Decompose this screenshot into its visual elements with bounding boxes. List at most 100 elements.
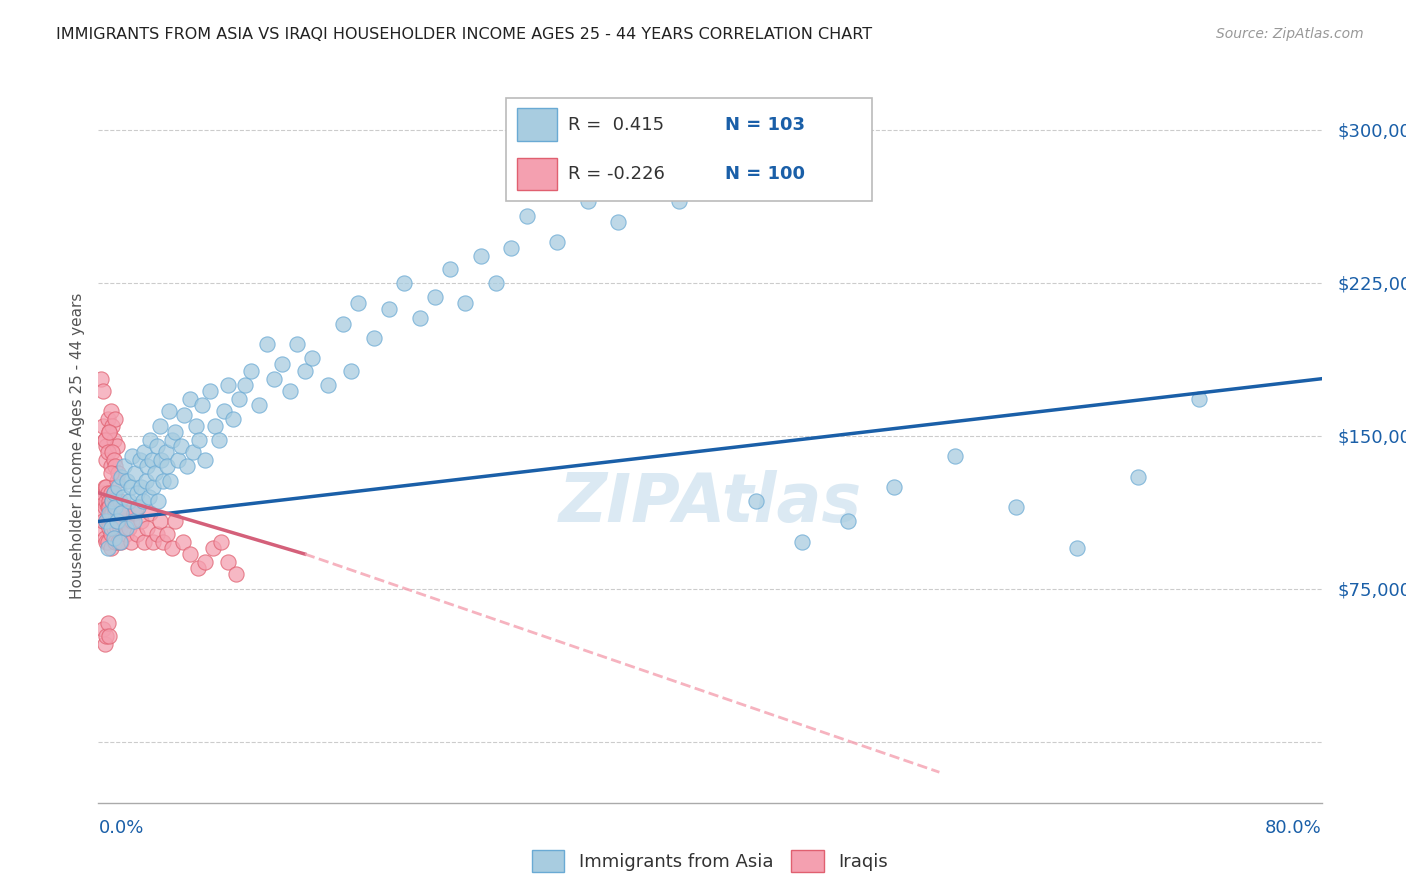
Point [191, 398, 214, 412]
Point [91, 623, 114, 637]
Point [607, 215, 630, 229]
Point [943, 449, 966, 463]
Point [470, 249, 492, 263]
Point [105, 500, 128, 515]
Point [135, 474, 157, 488]
Point [145, 526, 167, 541]
Point [179, 547, 201, 561]
Point [136, 459, 159, 474]
Point [97, 515, 120, 529]
Point [121, 515, 143, 529]
Point [122, 506, 145, 520]
Point [98, 500, 121, 515]
Point [90, 372, 112, 386]
Point [125, 486, 148, 500]
Point [90, 506, 112, 520]
Text: N = 103: N = 103 [725, 116, 806, 134]
Point [93, 531, 115, 545]
Point [121, 449, 143, 463]
Point [125, 526, 148, 541]
Point [172, 534, 194, 549]
Point [129, 480, 152, 494]
Point [156, 459, 179, 474]
Point [181, 445, 204, 459]
Point [100, 526, 122, 541]
Point [104, 515, 127, 529]
Point [103, 490, 125, 504]
Point [94, 515, 117, 529]
Point [108, 534, 131, 549]
Point [103, 453, 125, 467]
Point [134, 534, 156, 549]
Point [111, 500, 134, 515]
Point [107, 534, 129, 549]
Point [139, 433, 162, 447]
Point [194, 453, 217, 467]
Point [94, 534, 117, 549]
Point [163, 515, 186, 529]
Point [90, 520, 112, 534]
Point [145, 439, 167, 453]
Point [100, 541, 122, 555]
Point [1128, 469, 1150, 483]
Point [120, 534, 142, 549]
Point [101, 418, 124, 433]
Point [105, 515, 128, 529]
Point [117, 506, 139, 520]
Point [233, 377, 256, 392]
Point [103, 520, 125, 534]
Point [157, 404, 180, 418]
Point [790, 534, 813, 549]
Point [439, 261, 461, 276]
Point [104, 500, 127, 515]
Point [101, 494, 124, 508]
Point [122, 515, 145, 529]
Point [98, 520, 121, 534]
Point [188, 433, 211, 447]
Point [107, 466, 129, 480]
Point [637, 168, 661, 182]
Point [217, 377, 239, 392]
Point [104, 506, 127, 520]
Legend: Immigrants from Asia, Iraqis: Immigrants from Asia, Iraqis [524, 843, 896, 880]
Point [152, 534, 174, 549]
Point [202, 541, 225, 555]
Point [127, 500, 149, 515]
Point [883, 480, 905, 494]
Point [98, 629, 121, 643]
Point [101, 445, 124, 459]
Point [91, 418, 114, 433]
Point [97, 534, 120, 549]
Point [107, 480, 129, 494]
Point [256, 337, 278, 351]
Point [204, 418, 226, 433]
Point [110, 506, 132, 520]
Point [112, 515, 135, 529]
Point [100, 466, 122, 480]
Point [546, 235, 568, 249]
Y-axis label: Householder Income Ages 25 - 44 years: Householder Income Ages 25 - 44 years [69, 293, 84, 599]
Point [163, 425, 186, 439]
Point [93, 637, 115, 651]
Point [263, 372, 285, 386]
Point [98, 515, 121, 529]
Point [103, 486, 125, 500]
Point [176, 459, 198, 474]
Point [108, 520, 131, 534]
Point [98, 494, 121, 508]
Point [129, 515, 152, 529]
Text: R = -0.226: R = -0.226 [568, 165, 665, 183]
Point [187, 561, 209, 575]
Point [285, 337, 308, 351]
Point [837, 515, 859, 529]
Point [228, 392, 250, 406]
Point [98, 425, 121, 439]
Point [98, 425, 121, 439]
Point [107, 506, 129, 520]
Point [212, 404, 235, 418]
Point [105, 515, 128, 529]
Point [156, 526, 179, 541]
Point [222, 412, 245, 426]
Point [270, 358, 292, 372]
Point [120, 480, 142, 494]
